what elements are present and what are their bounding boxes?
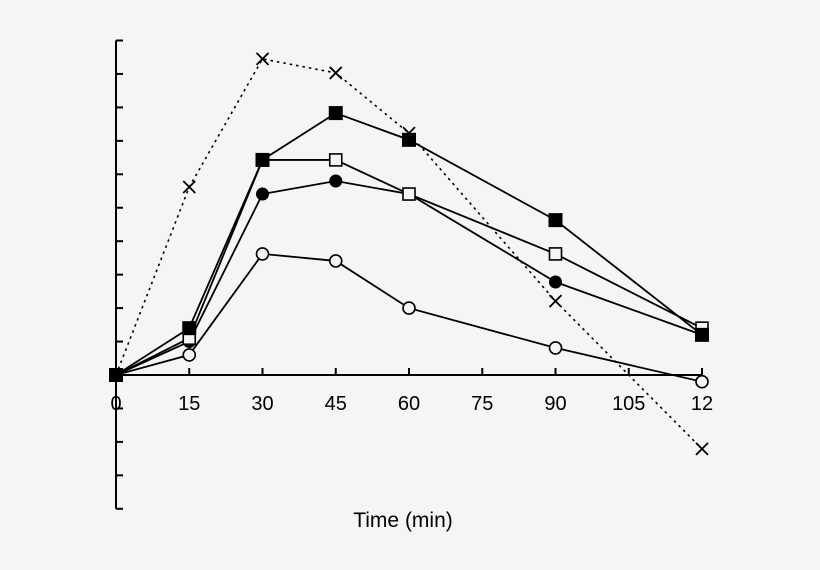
x-tick-label: 30 bbox=[251, 393, 273, 415]
series-filled-circle bbox=[109, 174, 709, 382]
x-axis-label: Time (min) bbox=[353, 509, 453, 532]
x-tick-label: 60 bbox=[398, 393, 420, 415]
x-tick-label: 12 bbox=[691, 393, 713, 415]
data-point-cross bbox=[182, 180, 196, 194]
data-point-open-circle bbox=[402, 301, 416, 315]
series-filled-square bbox=[109, 106, 709, 382]
data-point-open-circle bbox=[328, 254, 343, 268]
series-line bbox=[115, 58, 703, 450]
x-tick-label: 15 bbox=[178, 393, 200, 415]
data-point-cross bbox=[255, 52, 270, 66]
data-point-filled-circle bbox=[549, 275, 562, 289]
series-group bbox=[109, 52, 709, 456]
data-point-filled-square bbox=[402, 132, 416, 147]
data-point-cross bbox=[695, 442, 709, 456]
data-point-open-circle bbox=[548, 341, 563, 355]
x-tick-label: 90 bbox=[544, 393, 566, 415]
data-point-open-square bbox=[548, 247, 563, 261]
series-line bbox=[115, 180, 703, 376]
axes bbox=[115, 39, 703, 510]
data-point-open-circle bbox=[255, 247, 270, 261]
data-point-cross bbox=[548, 294, 563, 308]
x-tick-label: 45 bbox=[325, 393, 347, 415]
data-point-filled-square bbox=[695, 327, 709, 342]
data-point-filled-circle bbox=[329, 174, 343, 188]
data-point-filled-square bbox=[109, 368, 123, 382]
data-point-filled-square bbox=[548, 213, 563, 228]
data-point-filled-square bbox=[255, 152, 270, 167]
data-point-open-square bbox=[402, 187, 416, 201]
series-open-square bbox=[109, 153, 709, 382]
x-tick-label: 75 bbox=[471, 393, 493, 415]
x-tick-labels: 0 15 30 45 60 75 90 105 12 bbox=[110, 393, 713, 415]
data-point-filled-circle bbox=[256, 187, 269, 201]
data-point-open-circle bbox=[182, 348, 197, 362]
data-point-open-circle bbox=[695, 374, 709, 389]
data-point-filled-square bbox=[328, 106, 343, 121]
series-line bbox=[115, 252, 703, 383]
x-tick-label: 105 bbox=[612, 393, 645, 415]
data-point-filled-square bbox=[182, 321, 197, 336]
data-point-open-square bbox=[328, 153, 343, 167]
data-point-cross bbox=[329, 66, 343, 80]
x-tick-label: 0 bbox=[110, 393, 121, 415]
